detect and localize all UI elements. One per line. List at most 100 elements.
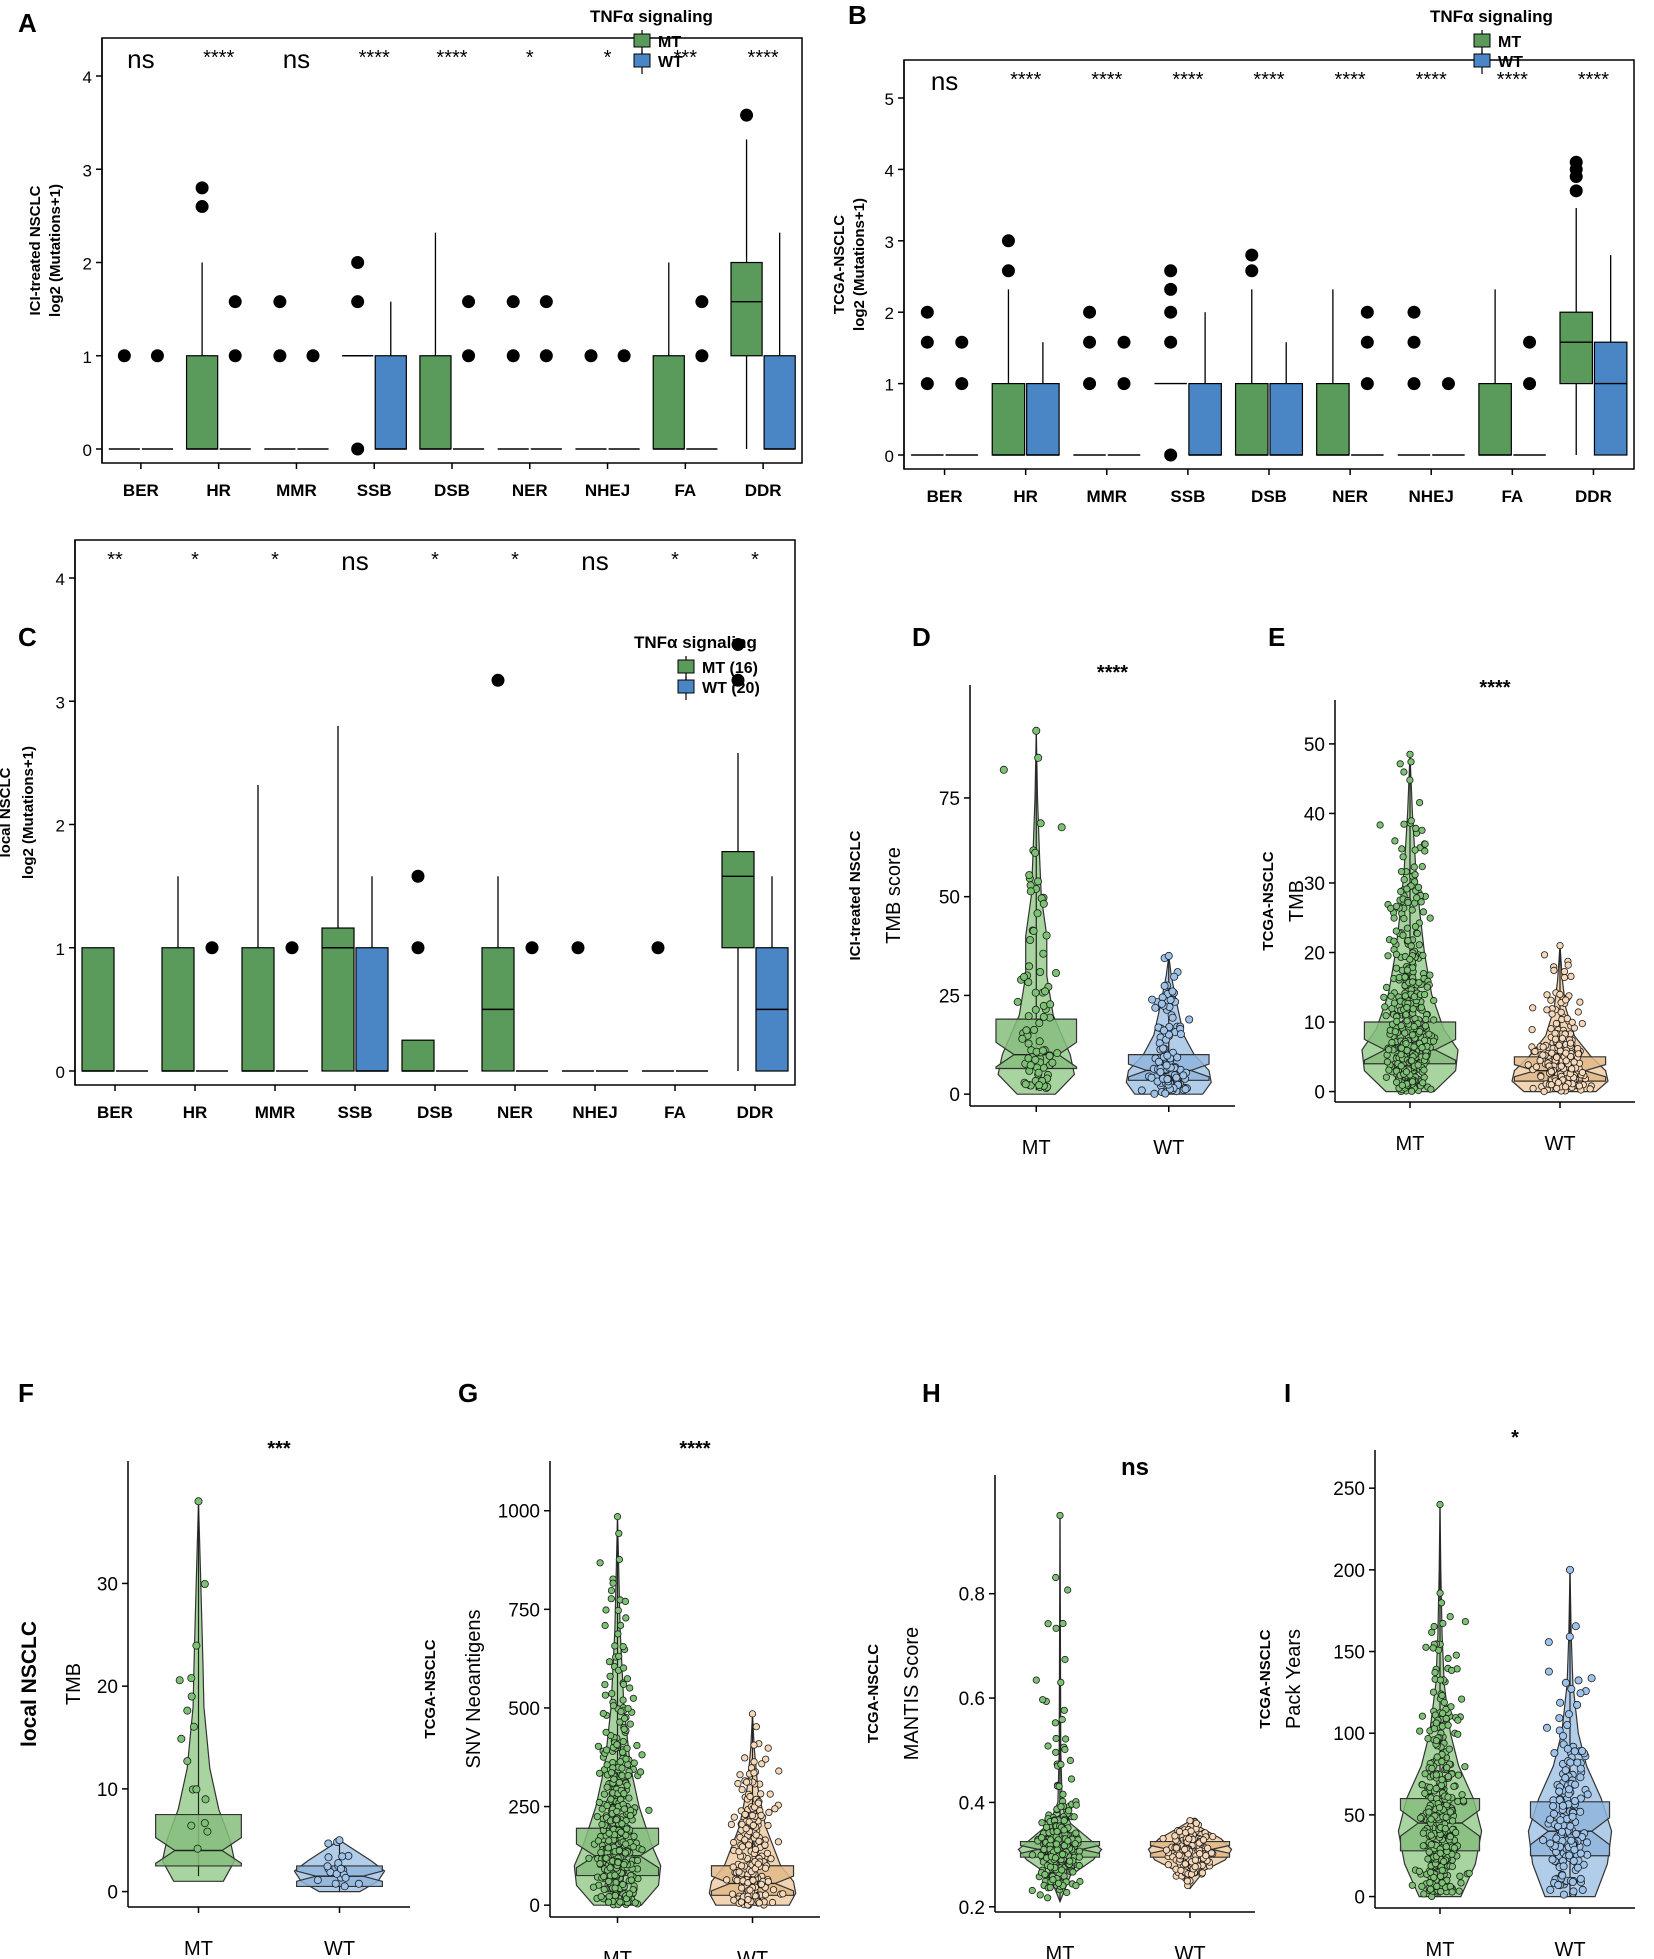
data-point-i (1428, 1764, 1436, 1773)
data-point-h (1075, 1853, 1083, 1861)
data-point-g (730, 1813, 738, 1821)
x-tick-label-g: WT (737, 1948, 768, 1959)
data-point-i (1443, 1764, 1451, 1772)
data-point-d (1039, 899, 1048, 908)
data-point-i (1546, 1839, 1555, 1848)
data-point-h (1028, 1886, 1036, 1895)
data-point-d (1030, 1025, 1039, 1034)
x-tick-label-d: WT (1153, 1137, 1184, 1159)
x-tick-label-a: HR (206, 481, 231, 500)
data-point-e (1413, 894, 1421, 902)
outlier-point-a (273, 295, 287, 309)
box-c-mt (721, 851, 755, 949)
data-point-g (744, 1896, 752, 1904)
data-point-g (611, 1871, 619, 1879)
outlier-point-a (351, 295, 365, 309)
data-point-h (1072, 1829, 1080, 1837)
data-point-h (1058, 1715, 1066, 1724)
legend-entry-a: MT (658, 34, 681, 51)
data-point-h (1185, 1835, 1193, 1843)
data-point-h (1060, 1826, 1068, 1834)
data-point-e (1406, 776, 1414, 784)
data-point-i (1573, 1700, 1582, 1709)
data-point-f (183, 1706, 192, 1715)
data-point-i (1418, 1712, 1427, 1720)
data-point-e (1391, 837, 1399, 845)
y-axis-label-d: ICI-treated NSCLC (847, 830, 864, 960)
data-point-i (1559, 1890, 1568, 1899)
significance-label-a: **** (436, 47, 467, 69)
data-point-d (1159, 1044, 1168, 1053)
outlier-point-a (740, 108, 754, 122)
y-tick-label-b: 4 (885, 161, 894, 180)
data-point-e (1407, 942, 1415, 950)
data-point-g (585, 1854, 593, 1862)
data-point-g (620, 1714, 629, 1723)
outlier-point-b (1164, 305, 1178, 319)
data-point-d (1032, 726, 1041, 735)
outlier-point-a (195, 181, 209, 195)
data-point-h (1181, 1860, 1189, 1868)
data-point-e (1423, 983, 1431, 991)
y-tick-label-c: 2 (56, 817, 65, 836)
data-point-h (1072, 1882, 1080, 1890)
data-point-i (1576, 1874, 1585, 1883)
data-point-d (1039, 949, 1048, 958)
data-point-f (354, 1879, 363, 1888)
data-point-g (616, 1898, 624, 1906)
data-point-e (1411, 871, 1419, 879)
data-point-h (1061, 1745, 1069, 1754)
data-point-f (187, 1821, 196, 1830)
data-point-h (1044, 1620, 1052, 1628)
data-point-e (1398, 845, 1406, 853)
data-point-g (606, 1864, 614, 1872)
data-point-e (1392, 902, 1401, 910)
data-point-f (187, 1674, 196, 1683)
legend-entry-a: WT (658, 54, 683, 71)
data-point-g (754, 1799, 763, 1807)
data-point-e (1415, 979, 1423, 987)
x-tick-label-c: NER (497, 1103, 533, 1122)
y-tick-label-i: 50 (1344, 1806, 1365, 1827)
data-point-i (1543, 1723, 1552, 1732)
box-b-mt (1559, 311, 1594, 385)
data-point-g (596, 1559, 604, 1567)
chart-panel-a: 0 1 2 3 4 BER HR MMR SSB DSB NER NHEJ FA DDR ICI-treat… (27, 7, 803, 500)
data-point-g (601, 1621, 609, 1630)
y-tick-label-i: 250 (1333, 1479, 1365, 1500)
outlier-point-a (195, 200, 209, 214)
data-point-d (1163, 1075, 1172, 1084)
data-point-h (1038, 1834, 1046, 1842)
data-point-g (602, 1728, 610, 1736)
data-point-d (1026, 1061, 1035, 1070)
y-tick-label-c: 1 (56, 940, 65, 959)
data-point-i (1441, 1825, 1450, 1833)
data-point-i (1435, 1804, 1444, 1812)
data-point-g (755, 1899, 763, 1907)
data-point-h (1063, 1888, 1071, 1897)
data-point-e (1411, 846, 1419, 854)
data-point-g (620, 1725, 628, 1733)
data-point-g (620, 1805, 628, 1813)
data-point-d (1181, 1085, 1190, 1094)
data-point-i (1556, 1816, 1565, 1825)
data-point-f (193, 1844, 202, 1853)
data-point-e (1399, 853, 1407, 861)
data-point-g (605, 1658, 614, 1666)
data-point-f (189, 1722, 198, 1731)
data-point-i (1573, 1758, 1582, 1767)
data-point-h (1047, 1836, 1055, 1844)
y-tick-label-d: 75 (939, 789, 960, 810)
y-tick-label-c: 3 (56, 693, 65, 712)
data-point-e (1388, 1038, 1396, 1047)
significance-label-g: **** (679, 1438, 710, 1460)
outlier-point-a (506, 349, 520, 363)
data-point-i (1421, 1789, 1429, 1797)
data-point-f (187, 1692, 196, 1701)
data-point-d (1020, 972, 1029, 981)
data-point-g (629, 1694, 638, 1702)
data-point-h (1060, 1842, 1069, 1850)
y-axis-label-f: TMB (63, 1663, 85, 1705)
data-point-e (1418, 1044, 1426, 1052)
outlier-point-b (920, 305, 934, 319)
